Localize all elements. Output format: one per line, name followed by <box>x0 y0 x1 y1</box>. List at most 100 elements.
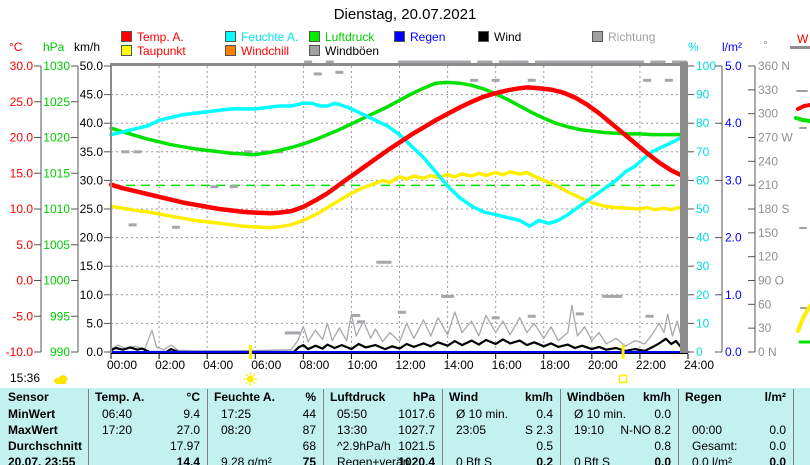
wind-direction-mark <box>313 72 322 76</box>
wind-direction-mark <box>664 78 673 82</box>
wind-direction-mark <box>645 314 654 318</box>
wind-direction-mark <box>376 260 385 264</box>
wind-direction-mark <box>397 60 406 64</box>
wind-direction-mark <box>426 60 435 64</box>
windspeed-tick-label: 20.0 <box>80 231 104 245</box>
wind-direction-mark <box>441 294 450 298</box>
table-cell-value: 1017.6 <box>398 407 435 421</box>
pressure-tick-label: 1030 <box>43 59 70 73</box>
wind-direction-mark <box>542 60 551 64</box>
direction-tick-label: 60 <box>758 297 772 311</box>
wind-direction-mark <box>325 60 334 64</box>
table-divider <box>678 389 679 465</box>
table-divider <box>793 389 794 465</box>
wind-direction-mark <box>412 60 421 64</box>
series-feuchte-a- <box>109 101 688 228</box>
wind-direction-mark <box>534 60 543 64</box>
temp-tick-label: 10.0 <box>10 202 34 216</box>
wind-direction-mark <box>643 78 652 82</box>
wind-direction-mark <box>549 60 558 64</box>
humidity-tick-label: 80 <box>696 116 710 130</box>
windspeed-tick-label: 35.0 <box>80 145 104 159</box>
x-tick-label: 20:00 <box>588 358 618 372</box>
temp-tick-label: 0.0 <box>16 274 33 288</box>
status-time: 15:36 <box>10 371 41 385</box>
table-col-name: Windböen <box>567 390 625 404</box>
humidity-tick-label: 0 <box>696 345 703 359</box>
rain-tick-label: 0.0 <box>725 345 742 359</box>
next-panel-label: W <box>797 32 809 46</box>
table-col-name: Regen <box>685 390 722 404</box>
wind-direction-mark <box>671 60 680 64</box>
wind-direction-mark <box>650 60 659 64</box>
x-tick-label: 14:00 <box>444 358 474 372</box>
wind-direction-mark <box>498 60 507 64</box>
pressure-tick-label: 1005 <box>43 238 70 252</box>
table-cell-label: 13:30 <box>337 423 368 437</box>
table-cell-value: 0.8 <box>654 439 671 453</box>
legend-label: Wind <box>494 30 522 44</box>
temp-tick-label: 30.0 <box>10 59 34 73</box>
table-cell-value: 68 <box>302 439 316 453</box>
series-luftdruck <box>109 80 688 157</box>
edge-fragment <box>794 116 810 123</box>
humidity-tick-label: 60 <box>696 173 710 187</box>
rain-tick-label: 2.0 <box>725 231 742 245</box>
windspeed-tick-label: 30.0 <box>80 173 104 187</box>
windspeed-tick-label: 45.0 <box>80 88 104 102</box>
legend-swatch <box>225 31 236 42</box>
rain-tick-label: 4.0 <box>725 116 742 130</box>
rain-tick-label: 3.0 <box>725 173 742 187</box>
wind-direction-mark <box>441 60 450 64</box>
wind-direction-mark <box>171 225 180 229</box>
x-tick-label: 18:00 <box>540 358 570 372</box>
table-divider <box>442 389 443 465</box>
wind-direction-mark <box>585 60 594 64</box>
table-col-unit: hPa <box>412 390 435 404</box>
direction-tick-label: 360 N <box>758 59 790 73</box>
table-row-header: MaxWert <box>8 423 58 437</box>
table-cell-label: Regen+verän <box>337 455 410 465</box>
table-row-header: 20.07. 23:55 <box>8 455 76 465</box>
plot-top-border <box>111 63 680 66</box>
table-cell-label: 23:05 <box>456 423 487 437</box>
sunset-tick <box>621 345 625 359</box>
table-col-name: Luftdruck <box>330 390 386 404</box>
windspeed-axis-unit: km/h <box>74 40 101 54</box>
wind-direction-mark <box>397 310 406 314</box>
table-cell-label: 0 Bft S <box>456 455 493 465</box>
table-row-header: MinWert <box>8 407 56 421</box>
table-cell-label: 06:40 <box>102 407 133 421</box>
wind-direction-mark <box>491 78 500 82</box>
wind-direction-mark <box>527 314 536 318</box>
wind-direction-mark <box>635 60 644 64</box>
sun-ray <box>253 373 256 377</box>
wind-direction-mark <box>575 312 584 316</box>
pressure-tick-label: 990 <box>50 345 70 359</box>
table-cell-label: 0.0 l/m² <box>692 455 733 465</box>
legend-label: Temp. A. <box>137 30 184 44</box>
x-tick-label: 22:00 <box>636 358 666 372</box>
sun-ray <box>253 381 256 385</box>
table-cell-label: 19:10 <box>574 423 605 437</box>
legend-label: Windböen <box>325 44 380 58</box>
table-cell-value: 0.4 <box>536 407 553 421</box>
next-panel-underline <box>790 46 810 49</box>
table-cell-label: Gesamt: <box>692 439 738 453</box>
x-tick-label: 12:00 <box>395 358 425 372</box>
legend-label: Windchill <box>241 44 290 58</box>
wind-direction-mark <box>578 60 587 64</box>
direction-tick-label: 270 W <box>758 131 793 145</box>
direction-tick-label: 120 <box>758 250 778 264</box>
table-cell-value: 44 <box>302 407 316 421</box>
legend-label: Luftdruck <box>325 30 375 44</box>
humidity-tick-label: 30 <box>696 259 710 273</box>
wind-direction-mark <box>602 294 611 298</box>
table-cell-value: 0.5 <box>536 439 553 453</box>
pressure-tick-label: 1025 <box>43 95 70 109</box>
legend-swatch <box>478 31 489 42</box>
edge-fragment <box>796 103 810 111</box>
x-tick-label: 24:00 <box>684 358 714 372</box>
